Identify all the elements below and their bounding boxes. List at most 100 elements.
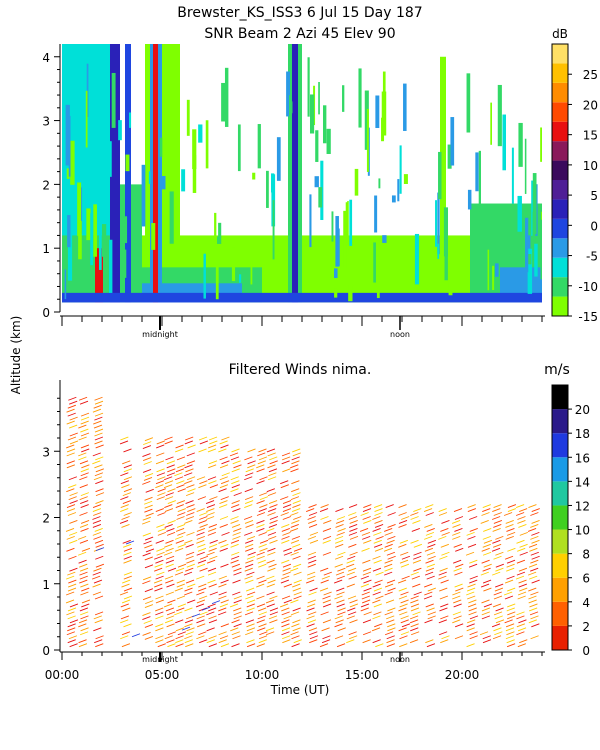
wind-barb bbox=[401, 516, 410, 520]
wind-barb bbox=[293, 639, 302, 644]
wind-barb bbox=[95, 500, 104, 505]
wind-barb bbox=[66, 508, 76, 512]
wind-barb bbox=[256, 524, 265, 528]
wind-barb bbox=[155, 484, 164, 489]
snr-heatmap bbox=[62, 44, 542, 303]
wind-barb bbox=[282, 516, 291, 520]
wind-barb bbox=[527, 527, 537, 532]
wind-barb bbox=[495, 583, 504, 588]
wind-barb bbox=[244, 496, 254, 501]
wind-barb bbox=[176, 516, 185, 520]
wind-barb bbox=[348, 512, 357, 516]
wind-barb bbox=[323, 520, 332, 524]
wind-barb bbox=[374, 547, 384, 552]
wind-barb bbox=[387, 587, 396, 592]
winds-colorbar-tick-label: 18 bbox=[575, 427, 590, 441]
wind-barb bbox=[246, 571, 255, 576]
wind-barb bbox=[185, 436, 194, 441]
winds-colorbar-tick-label: 6 bbox=[582, 572, 590, 586]
wind-barb bbox=[308, 504, 317, 508]
wind-barb bbox=[156, 524, 165, 528]
wind-barb bbox=[122, 492, 131, 497]
wind-barb bbox=[164, 476, 173, 481]
bottom-y-tick-label: 0 bbox=[42, 644, 50, 658]
wind-barb bbox=[308, 520, 317, 524]
snr-streak bbox=[169, 191, 174, 244]
wind-barbs bbox=[65, 396, 540, 648]
wind-barb bbox=[362, 631, 372, 636]
wind-barb bbox=[195, 603, 205, 608]
wind-barb bbox=[452, 535, 461, 540]
wind-barb bbox=[66, 460, 75, 465]
wind-barb bbox=[493, 555, 502, 560]
wind-barb bbox=[80, 615, 89, 620]
wind-barb bbox=[398, 587, 407, 592]
wind-barb bbox=[291, 456, 300, 461]
wind-barb bbox=[427, 611, 436, 616]
wind-barb bbox=[244, 456, 253, 461]
wind-barb bbox=[266, 575, 275, 580]
wind-barb bbox=[199, 567, 208, 572]
snr-streak bbox=[364, 90, 369, 150]
wind-barb bbox=[219, 500, 228, 505]
wind-barb bbox=[69, 440, 79, 445]
wind-barb bbox=[267, 551, 276, 556]
wind-barb bbox=[467, 595, 476, 600]
wind-barb bbox=[69, 432, 78, 437]
wind-barb bbox=[468, 563, 478, 568]
wind-barb bbox=[196, 476, 206, 481]
wind-barb bbox=[386, 635, 395, 640]
snr-colorbar-segment bbox=[552, 180, 568, 200]
wind-barb bbox=[400, 615, 409, 620]
wind-barb bbox=[92, 571, 101, 576]
wind-barb bbox=[453, 615, 462, 620]
wind-barb bbox=[167, 631, 177, 636]
wind-barb bbox=[145, 600, 154, 605]
wind-barb bbox=[410, 599, 419, 604]
wind-barb bbox=[66, 448, 76, 453]
wind-barb bbox=[279, 603, 289, 608]
wind-barb bbox=[246, 535, 256, 540]
wind-barb bbox=[410, 539, 419, 544]
wind-barb bbox=[143, 500, 153, 505]
wind-barb bbox=[306, 607, 315, 612]
wind-barb bbox=[219, 635, 229, 640]
wind-barb bbox=[120, 635, 129, 640]
wind-barb bbox=[360, 607, 369, 612]
wind-barb bbox=[79, 571, 88, 576]
wind-barb bbox=[372, 527, 381, 532]
wind-barb bbox=[280, 579, 290, 584]
wind-barb bbox=[266, 488, 275, 493]
wind-barb bbox=[233, 567, 242, 572]
wind-barb bbox=[400, 591, 409, 596]
snr-streak bbox=[475, 152, 479, 192]
wind-barb bbox=[320, 611, 329, 616]
wind-barb bbox=[208, 619, 218, 624]
wind-barb bbox=[492, 603, 502, 608]
wind-barb bbox=[174, 587, 183, 592]
snr-column-red bbox=[95, 248, 103, 303]
wind-barb bbox=[174, 476, 184, 481]
wind-barb bbox=[196, 599, 206, 604]
wind-barb bbox=[519, 587, 528, 592]
wind-barb bbox=[244, 520, 254, 524]
wind-barb bbox=[164, 440, 173, 445]
wind-barb bbox=[93, 404, 102, 409]
wind-barb bbox=[93, 476, 103, 481]
wind-barb bbox=[245, 619, 255, 624]
wind-barb bbox=[323, 571, 332, 576]
wind-barb bbox=[291, 623, 300, 628]
wind-barb bbox=[143, 620, 152, 624]
wind-barb bbox=[371, 627, 381, 632]
wind-barb bbox=[266, 527, 275, 532]
wind-barb bbox=[166, 472, 176, 477]
wind-barb bbox=[121, 516, 130, 520]
wind-barb bbox=[186, 531, 195, 536]
top-colorbar-unit: dB bbox=[552, 27, 568, 41]
wind-barb bbox=[483, 539, 493, 544]
wind-barb bbox=[481, 611, 490, 616]
snr-streak bbox=[322, 105, 327, 144]
wind-barb bbox=[412, 583, 421, 588]
snr-streak bbox=[531, 180, 534, 236]
wind-barb bbox=[183, 571, 193, 576]
